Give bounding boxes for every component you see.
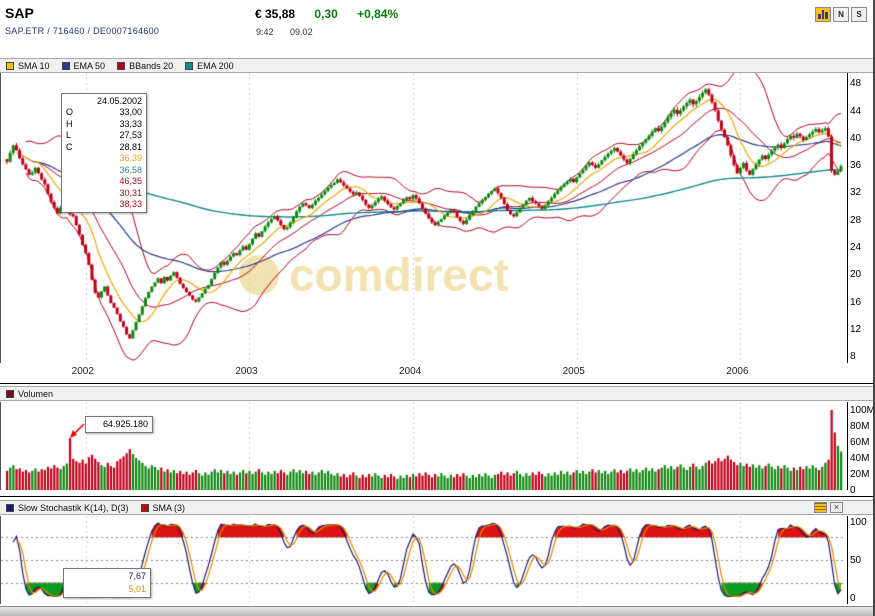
y-tick-label: 0 <box>850 485 856 496</box>
tooltip-row: C 28,81 <box>66 141 142 152</box>
legend-label-volume: Volumen <box>18 388 54 399</box>
bar-glyph <box>818 14 821 19</box>
legend-label-bbands: BBands 20 <box>129 60 174 71</box>
panel-separator <box>0 383 875 384</box>
y-tick-label: 16 <box>850 296 862 308</box>
quote-block: € 35,88 0,30 +0,84% <box>255 7 398 21</box>
stochastic-tooltip: 7,67 5,01 <box>63 568 151 598</box>
legend-label-sma10: SMA 10 <box>18 60 50 71</box>
legend-label-ema50: EMA 50 <box>73 60 106 71</box>
volume-swatch-icon <box>6 389 14 398</box>
legend-bbands: BBands 20 <box>117 61 173 71</box>
x-tick-label: 2003 <box>235 366 258 377</box>
y-tick-label: 60M <box>850 437 870 448</box>
panel-separator <box>0 496 875 497</box>
legend-label-stochastic: Slow Stochastik K(14), D(3) <box>18 502 129 513</box>
x-tick-label: 2002 <box>71 366 94 377</box>
change-absolute: 0,30 <box>314 7 338 21</box>
tooltip-row: 5,01 <box>128 584 146 594</box>
price-legend-bar: SMA 10 EMA 50 BBands 20 EMA 200 <box>0 58 875 73</box>
y-tick-label: 20 <box>850 269 862 281</box>
volume-panel: 64.925.180 <box>0 402 848 490</box>
y-tick-label: 100 <box>850 517 867 529</box>
toolbar-button-s[interactable]: S <box>851 7 867 22</box>
y-tick-label: 20M <box>850 469 870 480</box>
x-tick-label: 2004 <box>398 366 422 377</box>
close-icon[interactable]: × <box>830 502 843 513</box>
tooltip-row: O 33,00 <box>66 107 142 117</box>
indicator-settings-icon[interactable] <box>814 502 827 513</box>
x-tick-label: 2006 <box>726 366 749 377</box>
price-value: € 35,88 <box>255 7 296 21</box>
tooltip-row: 36,58 <box>119 164 142 175</box>
y-tick-label: 40 <box>850 132 862 144</box>
tooltip-date: 24.05.2002 <box>96 96 142 106</box>
price-y-axis: 48 44 40 36 32 28 24 20 16 12 8 <box>848 73 875 363</box>
bar-glyph <box>821 10 825 19</box>
legend-volume: Volumen <box>6 389 53 399</box>
y-tick-label: 48 <box>850 78 862 90</box>
y-tick-label: 0 <box>850 592 856 604</box>
tooltip-row: 46,35 <box>119 176 142 186</box>
legend-ema200: EMA 200 <box>185 61 234 71</box>
tooltip-row: 38,33 <box>119 199 142 209</box>
legend-label-ema200: EMA 200 <box>197 60 234 71</box>
quote-timestamp: 9:42 09.02 <box>256 27 327 37</box>
instrument-id: SAP.ETR / 716460 / DE0007164600 <box>5 26 160 36</box>
sma10-swatch-icon <box>6 61 14 70</box>
y-tick-label: 36 <box>850 160 862 172</box>
ema200-swatch-icon <box>185 61 194 70</box>
x-axis: 2002 2003 2004 2005 2006 <box>0 364 845 380</box>
y-tick-label: 12 <box>850 323 862 335</box>
stochastic-legend-bar: Slow Stochastik K(14), D(3) SMA (3) × <box>0 500 875 515</box>
stochastic-y-axis: 100 50 0 <box>848 516 875 604</box>
ema50-swatch-icon <box>61 61 70 70</box>
legend-stochastic: Slow Stochastik K(14), D(3) <box>6 503 129 513</box>
y-tick-label: 80M <box>850 421 870 432</box>
y-tick-label: 40M <box>850 453 870 464</box>
tooltip-row: 36,39 <box>119 153 142 163</box>
window-right-edge <box>873 0 875 616</box>
tooltip-row: H 33,33 <box>66 118 142 129</box>
quote-time: 9:42 <box>256 27 274 37</box>
legend-stoch-sma: SMA (3) <box>140 502 186 513</box>
bar-glyph <box>825 12 829 19</box>
bbands-swatch-icon <box>117 61 126 70</box>
y-tick-label: 32 <box>850 187 862 199</box>
legend-sma10: SMA 10 <box>6 61 50 71</box>
stochastic-panel: 7,67 5,01 <box>0 516 848 604</box>
price-panel: 24.05.2002 O 33,00 H 33,33 L 27,53 C 28,81 3… <box>0 73 848 363</box>
x-tick-label: 2005 <box>562 366 585 377</box>
legend-ema50: EMA 50 <box>61 60 106 71</box>
y-tick-label: 8 <box>850 351 856 363</box>
chart-type-icon[interactable] <box>815 7 831 22</box>
tooltip-row: 30,31 <box>119 187 142 198</box>
y-tick-label: 50 <box>850 555 862 566</box>
tooltip-row: 7,67 <box>128 571 146 581</box>
symbol-title: SAP <box>5 5 34 21</box>
volume-y-axis: 100M 80M 60M 40M 20M 0 <box>848 402 875 496</box>
volume-tooltip: 64.925.180 <box>85 416 153 433</box>
stochastic-swatch-icon <box>6 503 14 512</box>
quote-date: 09.02 <box>290 27 313 37</box>
change-percent: +0,84% <box>357 7 399 21</box>
chart-toolbar: N S <box>815 7 867 22</box>
stoch-sma-swatch-icon <box>140 503 149 512</box>
y-tick-label: 44 <box>850 105 862 117</box>
y-tick-label: 28 <box>850 214 862 226</box>
toolbar-button-n[interactable]: N <box>833 7 849 22</box>
volume-legend-bar: Volumen <box>0 386 875 401</box>
legend-label-stoch-sma: SMA (3) <box>152 502 186 513</box>
tooltip-row: L 27,53 <box>66 130 142 140</box>
panel-controls: × <box>814 502 843 513</box>
crosshair-tooltip: 24.05.2002 O 33,00 H 33,33 L 27,53 C 28,81 3… <box>61 93 147 213</box>
window-bottom-edge <box>0 606 875 616</box>
y-tick-label: 24 <box>850 242 862 253</box>
y-tick-label: 100M <box>850 405 875 416</box>
